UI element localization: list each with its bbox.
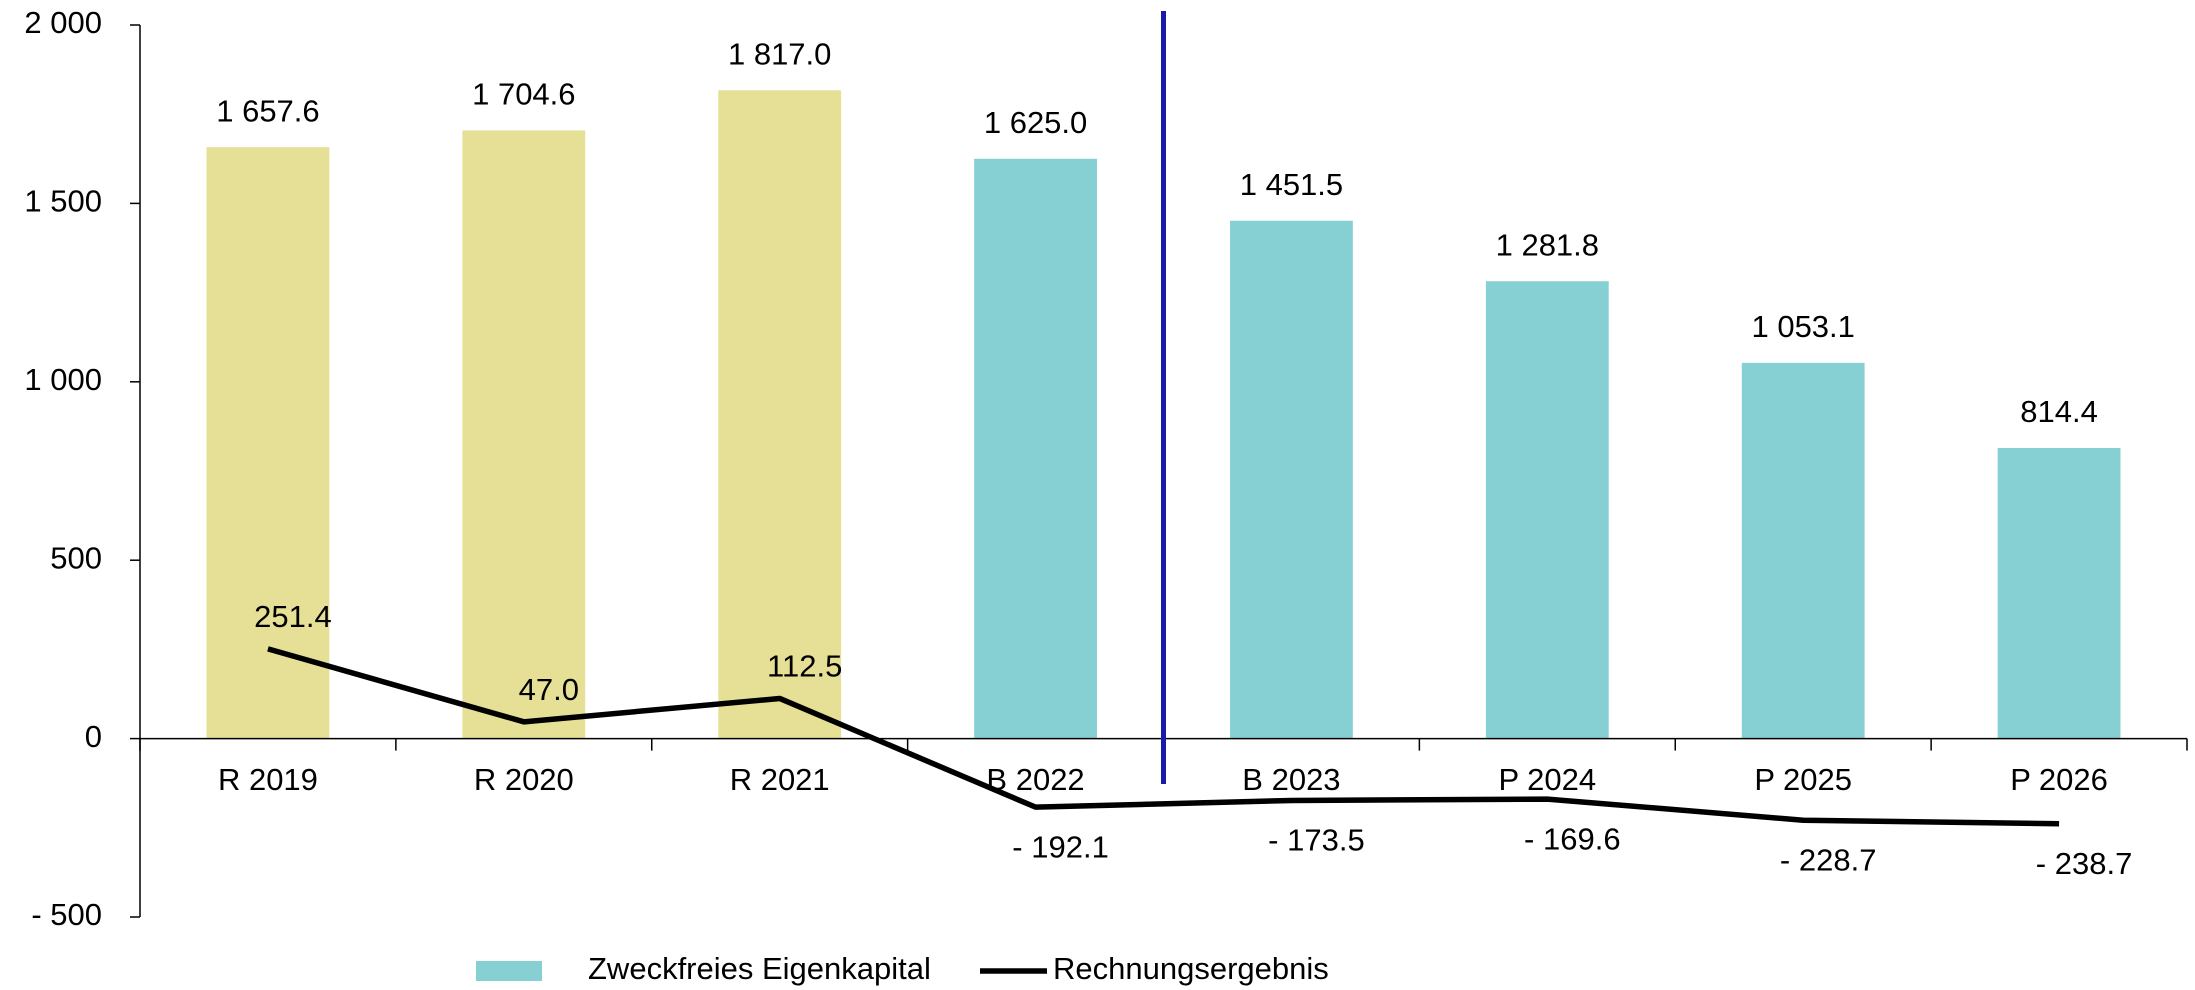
- legend-label: Rechnungsergebnis: [1053, 951, 1329, 986]
- x-tick-label: P 2024: [1498, 762, 1596, 797]
- bar-value-label: 1 281.8: [1496, 227, 1599, 262]
- line-value-label: - 169.6: [1524, 821, 1621, 856]
- line-value-label: - 228.7: [1780, 842, 1877, 877]
- y-tick-label: - 500: [31, 897, 102, 932]
- bar: [718, 90, 842, 739]
- bar: [974, 158, 1097, 739]
- x-tick-label: R 2019: [218, 762, 318, 797]
- y-tick-label: 2 000: [24, 5, 102, 40]
- bar-value-label: 1 817.0: [728, 36, 831, 71]
- x-tick-label: B 2023: [1242, 762, 1340, 797]
- line: [267, 646, 2060, 827]
- x-tick-label: R 2020: [474, 762, 574, 797]
- line-value-label: - 192.1: [1012, 829, 1109, 864]
- y-tick-label: 0: [85, 719, 102, 754]
- line-value-label: 112.5: [767, 649, 842, 684]
- line-value-label: - 173.5: [1268, 823, 1365, 858]
- bar-value-label: 1 657.6: [216, 93, 319, 128]
- bar-value-label: 1 053.1: [1751, 309, 1854, 344]
- bar-value-label: 1 451.5: [1240, 167, 1343, 202]
- y-tick-label: 1 000: [24, 362, 102, 397]
- legend-swatch: [476, 961, 542, 981]
- bar-value-label: 1 625.0: [984, 105, 1087, 140]
- x-tick-label: R 2021: [730, 762, 830, 797]
- bar: [1485, 281, 1609, 739]
- x-tick-label: P 2025: [1754, 762, 1852, 797]
- bar: [1741, 362, 1865, 739]
- bar: [1230, 220, 1353, 739]
- bar-value-label: 814.4: [2020, 394, 2098, 429]
- legend-label: Zweckfreies Eigenkapital: [588, 951, 931, 986]
- bar: [206, 147, 330, 739]
- line-value-label: 47.0: [519, 672, 579, 707]
- bar-value-label: 1 704.6: [472, 77, 575, 112]
- bar: [462, 130, 586, 739]
- bar: [1997, 448, 2121, 739]
- y-tick-label: 1 500: [24, 184, 102, 219]
- x-tick-label: P 2026: [2010, 762, 2108, 797]
- line-value-label: - 238.7: [2036, 846, 2133, 881]
- line-value-label: 251.4: [254, 599, 332, 634]
- y-tick-label: 500: [50, 540, 102, 575]
